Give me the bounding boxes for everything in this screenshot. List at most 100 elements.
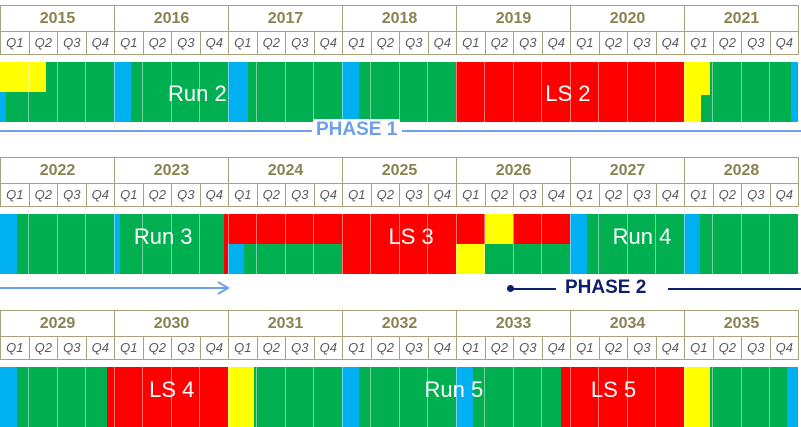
bar-segment-blue xyxy=(342,62,360,122)
quarter-header: Q1 xyxy=(114,183,144,207)
bar-segment-blue xyxy=(456,367,474,427)
quarter-divider xyxy=(484,214,485,274)
quarter-header: Q3 xyxy=(57,31,87,55)
quarter-divider xyxy=(712,62,713,122)
bar-segment-blue xyxy=(786,367,798,427)
quarter-divider xyxy=(313,367,314,427)
quarter-divider xyxy=(626,62,628,122)
quarter-divider xyxy=(370,367,371,427)
quarter-header: Q3 xyxy=(57,336,87,360)
quarter-header: Q2 xyxy=(598,31,628,55)
phase-1-arrowhead-icon xyxy=(217,281,230,295)
quarter-header: Q2 xyxy=(256,336,286,360)
quarter-divider xyxy=(769,214,770,274)
quarter-header: Q3 xyxy=(741,336,771,360)
quarter-header: Q2 xyxy=(484,31,514,55)
quarter-divider xyxy=(626,214,628,274)
quarter-divider xyxy=(598,367,599,427)
year-header: 2020 xyxy=(570,5,685,31)
quarter-header: Q3 xyxy=(513,31,543,55)
quarter-header: Q4 xyxy=(655,336,685,360)
year-header: 2019 xyxy=(456,5,571,31)
quarter-header: Q3 xyxy=(627,183,657,207)
quarter-divider xyxy=(142,62,143,122)
bar-segment-blue xyxy=(0,92,6,122)
quarter-header: Q3 xyxy=(285,336,315,360)
quarter-divider xyxy=(28,367,29,427)
quarter-divider xyxy=(427,367,428,427)
quarter-divider xyxy=(56,62,58,122)
quarter-header: Q3 xyxy=(171,31,201,55)
quarter-divider xyxy=(56,367,58,427)
year-header: 2034 xyxy=(570,310,685,336)
quarter-header: Q1 xyxy=(684,183,714,207)
quarter-header: Q4 xyxy=(541,336,571,360)
quarter-divider xyxy=(455,367,457,427)
quarter-header: Q4 xyxy=(199,183,229,207)
quarter-header: Q2 xyxy=(28,336,58,360)
quarter-divider xyxy=(341,367,343,427)
quarter-header: Q2 xyxy=(598,336,628,360)
period-label: Run 5 xyxy=(424,377,484,402)
quarter-divider xyxy=(769,62,770,122)
quarter-divider xyxy=(427,214,428,274)
quarter-header: Q2 xyxy=(142,183,172,207)
quarter-header: Q4 xyxy=(85,336,115,360)
bar-segment-blue xyxy=(114,62,132,122)
phase-1-line-left xyxy=(0,130,312,132)
quarter-divider xyxy=(398,367,400,427)
quarter-header: Q2 xyxy=(484,336,514,360)
quarter-divider xyxy=(313,62,314,122)
quarter-divider xyxy=(398,62,400,122)
year-header: 2029 xyxy=(0,310,115,336)
period-label: Run 3 xyxy=(133,224,193,249)
quarter-divider xyxy=(655,367,656,427)
quarter-header: Q1 xyxy=(342,336,372,360)
period-label: Run 2 xyxy=(168,81,227,106)
quarter-divider xyxy=(28,214,29,274)
year-header: 2027 xyxy=(570,157,685,183)
year-header: 2021 xyxy=(684,5,799,31)
quarter-header: Q4 xyxy=(769,31,799,55)
quarter-divider xyxy=(284,62,286,122)
quarter-divider xyxy=(740,62,742,122)
phase-1-line-right xyxy=(402,130,801,132)
quarter-header: Q1 xyxy=(0,183,30,207)
bar-segment-blue xyxy=(228,244,244,274)
quarter-divider xyxy=(113,214,115,274)
quarter-divider xyxy=(85,367,86,427)
quarter-header: Q2 xyxy=(256,183,286,207)
quarter-divider xyxy=(512,367,514,427)
quarter-header: Q1 xyxy=(456,336,486,360)
quarter-divider xyxy=(313,214,314,274)
quarter-header: Q1 xyxy=(570,31,600,55)
quarter-divider xyxy=(740,214,742,274)
quarter-header: Q1 xyxy=(570,336,600,360)
quarter-header: Q4 xyxy=(541,31,571,55)
quarter-header: Q1 xyxy=(570,183,600,207)
quarter-divider xyxy=(512,62,514,122)
year-header: 2035 xyxy=(684,310,799,336)
bar-segment-blue xyxy=(0,367,18,427)
quarter-divider xyxy=(28,62,29,122)
quarter-header: Q3 xyxy=(741,31,771,55)
bar-segment-blue xyxy=(790,62,798,122)
quarter-header: Q1 xyxy=(342,183,372,207)
bar-segment-blue xyxy=(228,62,248,122)
quarter-divider xyxy=(683,367,685,427)
quarter-header: Q4 xyxy=(655,183,685,207)
quarter-header: Q1 xyxy=(0,31,30,55)
quarter-divider xyxy=(284,367,286,427)
quarter-divider xyxy=(569,367,571,427)
quarter-header: Q2 xyxy=(712,336,742,360)
quarter-divider xyxy=(683,214,685,274)
year-header: 2033 xyxy=(456,310,571,336)
phase-1-label: PHASE 1 xyxy=(313,119,401,141)
quarter-header: Q3 xyxy=(627,336,657,360)
quarter-divider xyxy=(256,214,257,274)
quarter-divider xyxy=(85,62,86,122)
quarter-divider xyxy=(683,62,685,122)
quarter-header: Q2 xyxy=(370,336,400,360)
quarter-header: Q1 xyxy=(342,31,372,55)
quarter-divider xyxy=(142,367,143,427)
